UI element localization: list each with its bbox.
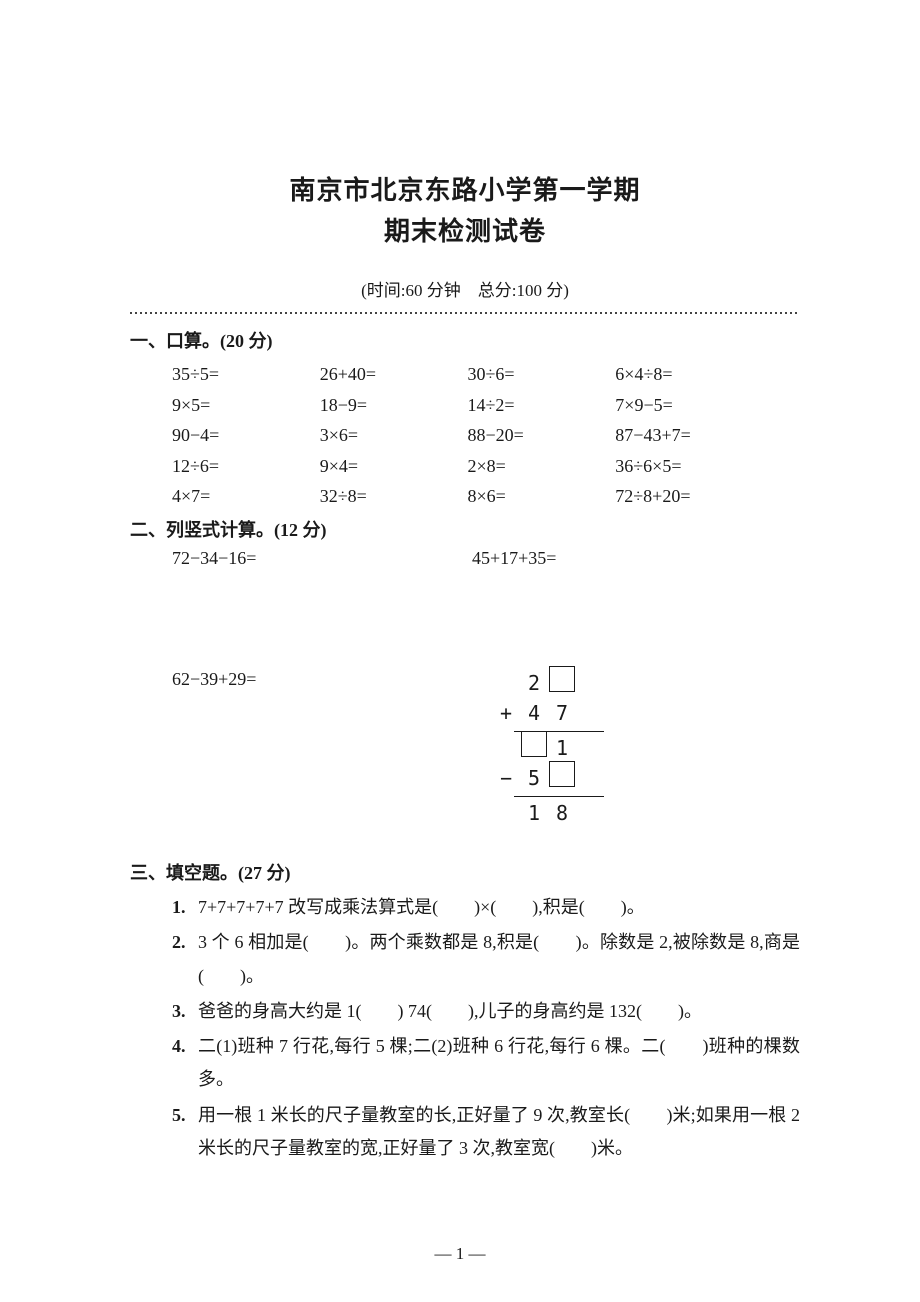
calc-cell: 18−9= bbox=[320, 390, 468, 421]
stack-row: + 4 7 bbox=[492, 699, 604, 729]
vertical-calc-row: 72−34−16= 45+17+35= bbox=[172, 548, 800, 569]
stack-digit: 4 bbox=[520, 698, 548, 729]
question-item: 3. 爸爸的身高大约是 1( ) 74( ),儿子的身高约是 132( )。 bbox=[172, 995, 800, 1028]
calc-cell: 88−20= bbox=[468, 420, 616, 451]
question-number: 4. bbox=[172, 1030, 198, 1097]
calc-cell: 35÷5= bbox=[172, 359, 320, 390]
stack-blank-box[interactable] bbox=[548, 761, 576, 796]
question-item: 2. 3 个 6 相加是( )。两个乘数都是 8,积是( )。除数是 2,被除数… bbox=[172, 926, 800, 993]
question-item: 5. 用一根 1 米长的尺子量教室的长,正好量了 9 次,教室长( )米;如果用… bbox=[172, 1099, 800, 1166]
calc-row: 12÷6= 9×4= 2×8= 36÷6×5= bbox=[172, 451, 800, 482]
question-number: 3. bbox=[172, 995, 198, 1028]
stack-row: − 5 bbox=[492, 764, 604, 794]
page-number: — 1 — bbox=[0, 1244, 920, 1264]
calc-cell: 32÷8= bbox=[320, 481, 468, 512]
stack-sign: − bbox=[492, 763, 520, 794]
stack-digit: 5 bbox=[520, 763, 548, 794]
calc-cell: 4×7= bbox=[172, 481, 320, 512]
section-1-head: 一、口算。(20 分) bbox=[130, 327, 800, 353]
exam-meta: (时间:60 分钟 总分:100 分) bbox=[130, 276, 800, 301]
calc-cell: 87−43+7= bbox=[615, 420, 800, 451]
stack-row: 1 bbox=[492, 734, 604, 764]
calc-cell: 12÷6= bbox=[172, 451, 320, 482]
calc-cell: 7×9−5= bbox=[615, 390, 800, 421]
stack-digit: 8 bbox=[548, 798, 576, 829]
column-addition-puzzle: 2 + 4 7 1 − 5 1 8 bbox=[492, 669, 604, 829]
calc-row: 35÷5= 26+40= 30÷6= 6×4÷8= bbox=[172, 359, 800, 390]
stack-digit: 7 bbox=[548, 698, 576, 729]
section-3-head: 三、填空题。(27 分) bbox=[130, 859, 800, 885]
question-item: 4. 二(1)班种 7 行花,每行 5 棵;二(2)班种 6 行花,每行 6 棵… bbox=[172, 1030, 800, 1097]
stack-digit: 1 bbox=[520, 798, 548, 829]
stack-digit: 1 bbox=[548, 733, 576, 764]
question-number: 1. bbox=[172, 891, 198, 924]
stack-digit: 2 bbox=[520, 668, 548, 699]
question-item: 1. 7+7+7+7+7 改写成乘法算式是( )×( ),积是( )。 bbox=[172, 891, 800, 924]
calc-cell: 72÷8+20= bbox=[615, 481, 800, 512]
question-text: 7+7+7+7+7 改写成乘法算式是( )×( ),积是( )。 bbox=[198, 891, 800, 924]
calc-cell: 9×4= bbox=[320, 451, 468, 482]
vertical-calc-b: 45+17+35= bbox=[472, 548, 772, 569]
stack-row: 1 8 bbox=[492, 799, 604, 829]
stack-sign: + bbox=[492, 698, 520, 729]
calc-cell: 36÷6×5= bbox=[615, 451, 800, 482]
fill-blank-list: 1. 7+7+7+7+7 改写成乘法算式是( )×( ),积是( )。 2. 3… bbox=[172, 891, 800, 1165]
title-line-1: 南京市北京东路小学第一学期 bbox=[130, 170, 800, 207]
question-number: 5. bbox=[172, 1099, 198, 1166]
question-text: 用一根 1 米长的尺子量教室的长,正好量了 9 次,教室长( )米;如果用一根 … bbox=[198, 1099, 800, 1166]
calc-cell: 9×5= bbox=[172, 390, 320, 421]
calc-row: 9×5= 18−9= 14÷2= 7×9−5= bbox=[172, 390, 800, 421]
calc-cell: 90−4= bbox=[172, 420, 320, 451]
stack-blank-box[interactable] bbox=[520, 731, 548, 766]
vertical-calc-c: 62−39+29= bbox=[172, 669, 452, 690]
mental-calc-grid: 35÷5= 26+40= 30÷6= 6×4÷8= 9×5= 18−9= 14÷… bbox=[172, 359, 800, 512]
question-text: 3 个 6 相加是( )。两个乘数都是 8,积是( )。除数是 2,被除数是 8… bbox=[198, 926, 800, 993]
calc-cell: 6×4÷8= bbox=[615, 359, 800, 390]
calc-cell: 26+40= bbox=[320, 359, 468, 390]
question-number: 2. bbox=[172, 926, 198, 993]
section-2-head: 二、列竖式计算。(12 分) bbox=[130, 516, 800, 542]
question-text: 爸爸的身高大约是 1( ) 74( ),儿子的身高约是 132( )。 bbox=[198, 995, 800, 1028]
vertical-calc-a: 72−34−16= bbox=[172, 548, 472, 569]
calc-cell: 3×6= bbox=[320, 420, 468, 451]
ornamental-divider bbox=[130, 309, 800, 317]
calc-row: 90−4= 3×6= 88−20= 87−43+7= bbox=[172, 420, 800, 451]
title-line-2: 期末检测试卷 bbox=[130, 211, 800, 248]
calc-row: 4×7= 32÷8= 8×6= 72÷8+20= bbox=[172, 481, 800, 512]
calc-cell: 2×8= bbox=[468, 451, 616, 482]
vertical-calc-block: 62−39+29= 2 + 4 7 1 − 5 bbox=[130, 669, 800, 829]
exam-page: 南京市北京东路小学第一学期 期末检测试卷 (时间:60 分钟 总分:100 分)… bbox=[0, 0, 920, 1302]
stack-blank-box[interactable] bbox=[548, 666, 576, 701]
stack-row: 2 bbox=[492, 669, 604, 699]
calc-cell: 14÷2= bbox=[468, 390, 616, 421]
calc-cell: 8×6= bbox=[468, 481, 616, 512]
question-text: 二(1)班种 7 行花,每行 5 棵;二(2)班种 6 行花,每行 6 棵。二(… bbox=[198, 1030, 800, 1097]
calc-cell: 30÷6= bbox=[468, 359, 616, 390]
